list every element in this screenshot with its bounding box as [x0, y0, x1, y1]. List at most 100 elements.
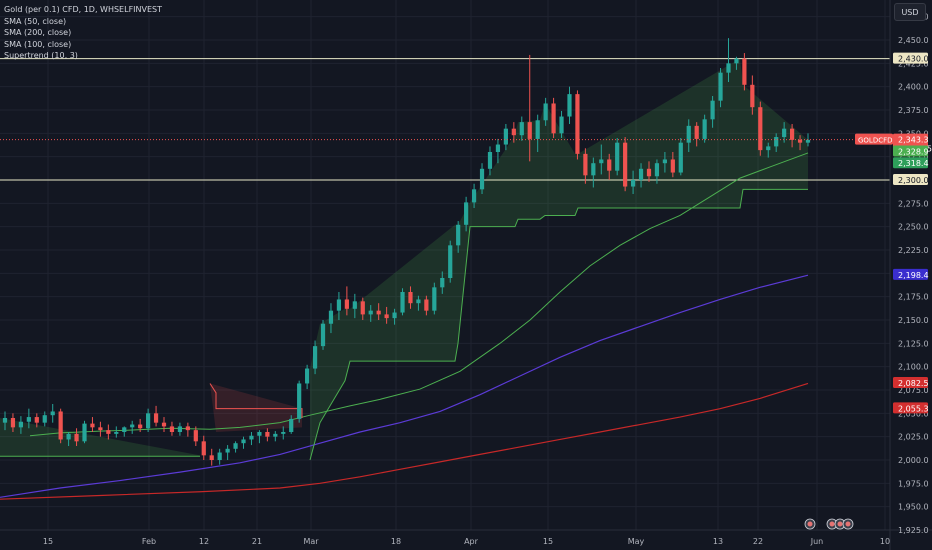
tag-supertrend-text: 2,318.4 — [898, 159, 929, 168]
candle-body — [233, 443, 238, 449]
candle-body — [440, 278, 445, 288]
candle-body — [265, 432, 270, 437]
time-tick-label: 21 — [252, 537, 262, 546]
price-tick-label: 2,175.0 — [898, 293, 929, 302]
candle-body — [26, 417, 31, 422]
candle-body — [479, 168, 485, 190]
tag-sma200-b-bg — [893, 402, 928, 414]
price-tick-label: 1,950.0 — [898, 503, 929, 512]
price-tick-label: 2,275.0 — [898, 199, 929, 208]
candle-body — [782, 128, 787, 138]
tag-line-upper: 2,430.0 — [893, 52, 929, 64]
candle-body — [797, 139, 803, 143]
legend-supertrend[interactable]: Supertrend (10, 3) — [4, 51, 78, 60]
tag-sma50: 2,328.9 — [893, 145, 929, 157]
candle-body — [18, 421, 24, 428]
candle-body — [456, 224, 461, 246]
tag-sma200-b: 2,055.3 — [893, 402, 929, 414]
price-tick-label: 2,375.0 — [898, 106, 929, 115]
tag-sma100-text: 2,198.4 — [898, 271, 929, 280]
price-tick-label: 1,925.0 — [898, 526, 929, 535]
time-axis-labels: 15 Feb 12 21 Mar 18 Apr 15 May 13 22 Jun 10 — [43, 537, 890, 546]
time-tick-label: 13 — [713, 537, 723, 546]
supertrend-fill-1 — [0, 418, 200, 457]
candle-body — [487, 152, 493, 169]
chart-legend: Gold (per 0.1) CFD, 1D, WHSELFINVEST SMA… — [4, 4, 162, 62]
legend-sma200[interactable]: SMA (200, close) — [4, 28, 72, 37]
candle-body — [114, 432, 119, 434]
candle-body — [360, 301, 365, 315]
candle-body — [185, 426, 190, 431]
candle-body — [519, 122, 524, 136]
price-tick-label: 2,225.0 — [898, 246, 929, 255]
tag-sma50-bg — [893, 145, 928, 157]
candle-body — [169, 426, 175, 432]
price-tick-label: 2,050.0 — [898, 409, 929, 418]
candle-body — [50, 411, 55, 416]
candle-body — [805, 139, 811, 143]
legend-sma50[interactable]: SMA (50, close) — [4, 16, 67, 26]
event-marker-dot — [807, 521, 813, 527]
candle-body — [138, 424, 143, 429]
tag-sma200-b-text: 2,055.3 — [898, 404, 929, 413]
time-tick-label: 10 — [880, 537, 890, 546]
candle-body — [599, 159, 604, 164]
candle-body — [670, 159, 675, 173]
candle-body — [710, 100, 715, 120]
price-tick-label: 2,125.0 — [898, 339, 929, 348]
candle-body — [662, 159, 667, 164]
tag-sma100-bg — [893, 268, 928, 280]
price-tick-label: 2,250.0 — [898, 223, 929, 232]
price-tick-label: 2,075.0 — [898, 386, 929, 395]
candle-body — [774, 137, 779, 147]
candle-body — [750, 84, 755, 108]
sma100-line — [0, 274, 809, 498]
time-tick-label: Jun — [810, 537, 824, 546]
legend-sma100[interactable]: SMA (100, close) — [4, 39, 72, 49]
tag-supertrend-bg — [893, 157, 928, 169]
currency-button[interactable]: USD — [894, 3, 926, 21]
candle-body — [384, 314, 389, 319]
candle-body — [495, 144, 501, 152]
candle-body — [193, 430, 198, 442]
candle-body — [678, 142, 683, 173]
candle-body — [336, 299, 342, 311]
candle-body — [225, 448, 230, 453]
candle-body — [758, 107, 763, 151]
candle-body — [567, 94, 572, 117]
price-tick-label: 2,325.0 — [898, 153, 929, 162]
tag-sma200-a-text: 2,082.5 — [898, 379, 929, 388]
candle-body — [623, 142, 628, 187]
price-tick-label: 2,100.0 — [898, 363, 929, 372]
tag-sma200-a: 2,082.5 — [893, 377, 929, 388]
candle-body — [511, 128, 516, 136]
candle-body — [320, 323, 326, 347]
candle-body — [249, 435, 254, 440]
candle-body — [583, 153, 588, 176]
candle-body — [82, 423, 87, 442]
candle-body — [161, 422, 167, 427]
candle-body — [98, 427, 103, 431]
candle-body — [305, 368, 310, 384]
candle-body — [352, 301, 357, 309]
candle-body — [416, 299, 421, 304]
candle-body — [257, 432, 262, 436]
candle-body — [281, 432, 286, 434]
time-tick-label: 15 — [543, 537, 553, 546]
candle-body — [448, 245, 453, 278]
candle-body — [153, 413, 159, 423]
price-tick-label: 2,425.0 — [898, 59, 929, 68]
candle-body — [217, 452, 222, 460]
candle-body — [273, 433, 278, 437]
tag-line-lower: 2,300.0 — [893, 174, 929, 185]
tag-symbol-text: GOLDCFD — [858, 137, 893, 145]
price-tick-label: 2,400.0 — [898, 83, 929, 92]
candle-body — [130, 424, 135, 428]
time-tick-label: 15 — [43, 537, 53, 546]
tag-line-upper-text: 2,430.0 — [898, 55, 929, 64]
candle-body — [559, 116, 564, 134]
candle-body — [74, 433, 79, 442]
tag-sma200-a-bg — [893, 377, 928, 388]
